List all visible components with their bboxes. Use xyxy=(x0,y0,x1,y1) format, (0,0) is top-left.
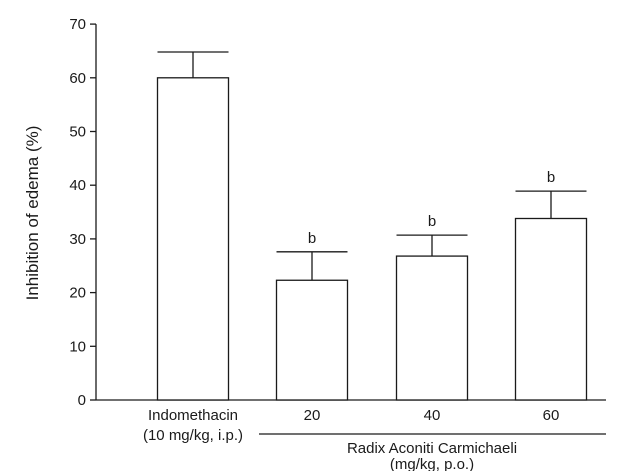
y-tick-label: 70 xyxy=(69,16,86,33)
y-tick-label: 30 xyxy=(69,231,86,248)
y-tick-label: 60 xyxy=(69,70,86,87)
x-tick-label: 40 xyxy=(424,407,441,424)
y-tick-label: 20 xyxy=(69,285,86,302)
y-tick-label: 40 xyxy=(69,177,86,194)
labels: b b b Indomethacin (10 mg/kg, i.p.) 20 40 60 Rad… xyxy=(143,169,559,471)
x-tick-label: 20 xyxy=(304,407,321,424)
group-label-sub: (mg/kg, p.o.) xyxy=(390,456,474,471)
x-tick-label: 60 xyxy=(543,407,560,424)
significance-label: b xyxy=(547,169,555,186)
bars xyxy=(156,51,588,401)
bar xyxy=(275,279,349,401)
bar xyxy=(395,255,469,401)
bar xyxy=(156,77,230,401)
y-tick-label: 10 xyxy=(69,338,86,355)
significance-label: b xyxy=(308,230,316,247)
significance-label: b xyxy=(428,213,436,230)
y-axis-title: Inhibition of edema (%) xyxy=(23,126,42,301)
bar xyxy=(514,217,588,401)
y-tick-label: 0 xyxy=(78,392,86,409)
y-tick-label: 50 xyxy=(69,124,86,141)
x-tick-label-sub: (10 mg/kg, i.p.) xyxy=(143,427,243,444)
group-label: Radix Aconiti Carmichaeli xyxy=(347,440,517,457)
x-tick-label: Indomethacin xyxy=(148,407,238,424)
